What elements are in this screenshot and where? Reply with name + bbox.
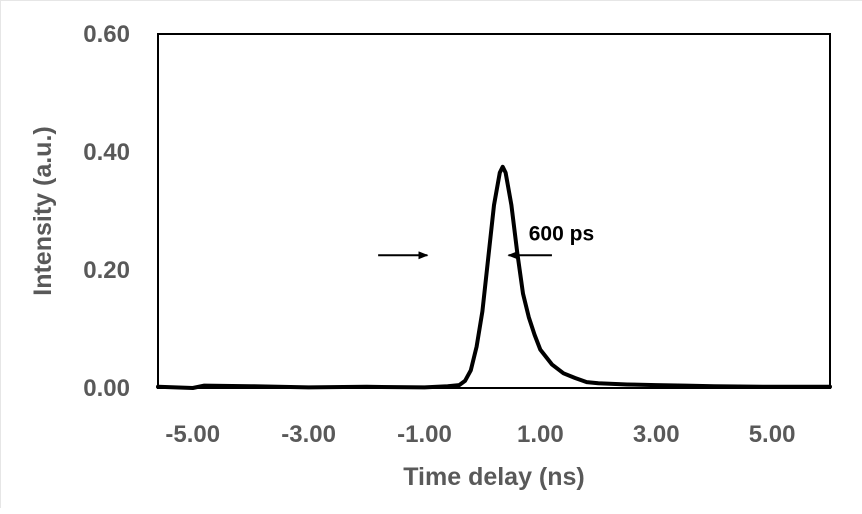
x-tick-label: 5.00 (749, 421, 796, 448)
y-tick-label: 0.20 (83, 257, 130, 284)
intensity-series-line (156, 164, 832, 390)
x-axis-title: Time delay (ns) (403, 463, 585, 491)
y-tick-label: 0.40 (83, 139, 130, 166)
y-tick-labels: 0.00 0.20 0.40 0.60 (83, 21, 130, 402)
y-tick-label: 0.60 (83, 21, 130, 48)
y-tick-label: 0.00 (83, 375, 130, 402)
x-tick-label: -1.00 (397, 421, 452, 448)
x-tick-labels: -5.00 -3.00 -1.00 1.00 3.00 5.00 (165, 421, 795, 448)
x-tick-label: -3.00 (281, 421, 336, 448)
x-tick-label: 3.00 (633, 421, 680, 448)
plot-area (157, 33, 831, 389)
fwhm-annotation: 600 ps (378, 223, 594, 260)
x-tick-label: 1.00 (517, 421, 564, 448)
y-axis-title: Intensity (a.u.) (29, 126, 57, 295)
x-tick-label: -5.00 (165, 421, 220, 448)
fwhm-label: 600 ps (529, 223, 594, 246)
